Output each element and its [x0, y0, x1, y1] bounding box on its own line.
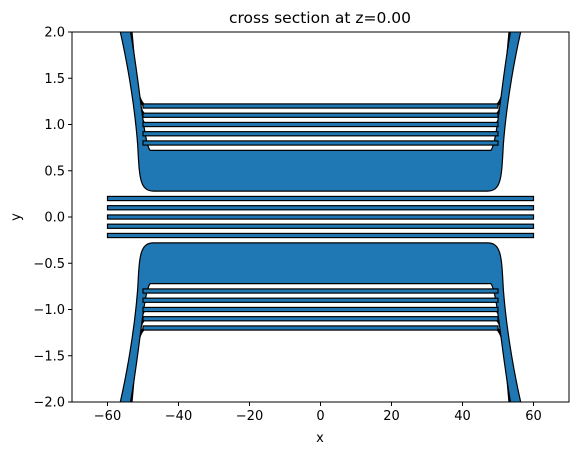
x-tick-label: 20 — [383, 409, 400, 424]
upper-strip — [142, 121, 499, 128]
y-axis-label: y — [9, 213, 24, 221]
x-tick-label: −20 — [236, 409, 263, 424]
y-tick-label: 0.5 — [44, 164, 65, 179]
center-strip — [106, 205, 535, 211]
y-tick-label: −1.0 — [33, 303, 65, 318]
y-tick-label: 1.5 — [44, 72, 65, 87]
y-tick-label: −2.0 — [33, 396, 65, 411]
center-strip — [106, 195, 535, 202]
x-tick-label: −60 — [94, 409, 121, 424]
y-tick-label: −0.5 — [33, 257, 65, 272]
plot-area — [106, 32, 535, 402]
y-tick-label: 1.0 — [44, 118, 65, 133]
center-strip — [106, 214, 535, 220]
center-strip — [106, 232, 535, 239]
lower-strip — [142, 288, 499, 294]
y-tick-label: −1.5 — [33, 349, 65, 364]
upper-strip — [142, 103, 499, 109]
upper-block — [119, 32, 522, 192]
lower-strip — [142, 316, 499, 322]
lower-strip — [142, 297, 499, 303]
lower-strip — [142, 306, 499, 313]
x-axis-ticks: −60 −40 −20 0 20 40 60 — [94, 402, 542, 424]
x-tick-label: 0 — [316, 409, 324, 424]
x-tick-label: 60 — [525, 409, 542, 424]
upper-strip — [142, 112, 499, 118]
center-strip — [106, 223, 535, 229]
y-tick-label: 0.0 — [44, 211, 65, 226]
x-axis-label: x — [316, 431, 324, 446]
y-axis-ticks: −2.0 −1.5 −1.0 −0.5 0.0 0.5 1.0 1.5 2.0 — [33, 26, 72, 411]
upper-strip — [142, 140, 499, 146]
y-tick-label: 2.0 — [44, 26, 65, 41]
lower-strip — [142, 325, 499, 331]
lower-block — [119, 242, 522, 402]
upper-strip — [142, 131, 499, 137]
x-tick-label: 40 — [454, 409, 471, 424]
chart-title: cross section at z=0.00 — [229, 9, 411, 27]
x-tick-label: −40 — [165, 409, 192, 424]
